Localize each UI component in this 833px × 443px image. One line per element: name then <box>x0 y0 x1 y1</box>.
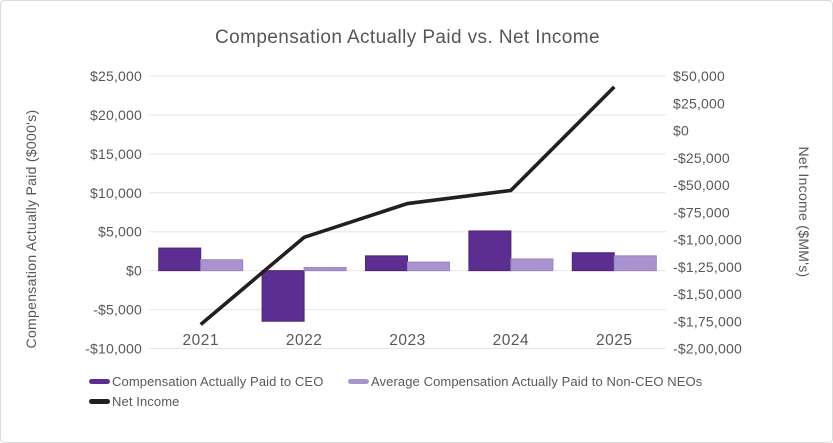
x-axis-label: 2022 <box>286 332 322 349</box>
legend-label-non-ceo: Average Compensation Actually Paid to No… <box>371 373 703 389</box>
legend-swatch-ceo <box>89 378 110 384</box>
right-axis-title: Net Income ($MM's) <box>796 146 812 278</box>
bar-2025-ceo <box>571 252 615 272</box>
left-axis-tick-label: $10,000 <box>90 185 142 201</box>
left-axis-tick-label: $5,000 <box>98 224 142 240</box>
legend-label-ceo: Compensation Actually Paid to CEO <box>112 373 324 389</box>
bar-2024-ceo <box>468 230 512 272</box>
left-axis-tick-label: $25,000 <box>90 68 142 84</box>
right-axis-tick-label: $0 <box>673 123 689 139</box>
x-axis-label: 2021 <box>182 332 218 349</box>
legend-swatch-net-income <box>89 398 110 404</box>
left-axis-tick-label: $20,000 <box>90 107 142 123</box>
legend-swatch-non-ceo <box>348 378 369 384</box>
legend-item-non-ceo: Average Compensation Actually Paid to No… <box>348 373 703 389</box>
bar-2021-ceo <box>158 247 202 272</box>
left-axis-tick-label: $0 <box>126 263 142 279</box>
legend-row: Compensation Actually Paid to CEO Averag… <box>1 373 832 389</box>
bar-2024-non-ceo <box>510 258 554 272</box>
right-axis-tick-label: -$1,75,000 <box>673 313 742 329</box>
right-axis-tick-label: $25,000 <box>673 95 725 111</box>
bar-2025-non-ceo <box>613 255 657 272</box>
bar-2022-ceo <box>261 270 305 322</box>
right-axis-tick-label: -$1,00,000 <box>673 232 742 248</box>
left-axis-tick-label: -$10,000 <box>85 341 142 357</box>
right-axis-tick-label: -$75,000 <box>673 204 730 220</box>
x-axis-label: 2024 <box>493 332 529 349</box>
right-axis-tick-label: -$50,000 <box>673 177 730 193</box>
left-axis-tick-label: -$5,000 <box>93 302 142 318</box>
legend-item-ceo: Compensation Actually Paid to CEO <box>89 373 324 389</box>
chart-title: Compensation Actually Paid vs. Net Incom… <box>215 27 600 48</box>
bar-2022-non-ceo <box>303 267 347 272</box>
left-axis-title: Compensation Actually Paid ($000's) <box>23 109 39 349</box>
right-axis-tick-label: -$2,00,000 <box>673 341 742 357</box>
bar-2023-ceo <box>365 255 408 272</box>
bar-2021-non-ceo <box>200 259 244 272</box>
left-axis-tick-label: $15,000 <box>90 146 142 162</box>
x-axis-label: 2025 <box>596 332 632 349</box>
net-income-line <box>199 85 616 326</box>
legend-label-net-income: Net Income <box>112 393 180 409</box>
legend-row: Net Income <box>1 393 832 409</box>
bar-2023-non-ceo <box>407 261 450 272</box>
right-axis-tick-label: -$25,000 <box>673 150 730 166</box>
x-axis-label: 2023 <box>389 332 425 349</box>
right-axis-tick-label: -$1,50,000 <box>673 286 742 302</box>
right-axis-tick-label: -$1,25,000 <box>673 259 742 275</box>
legend-item-net-income: Net Income <box>89 393 180 409</box>
right-axis-tick-label: $50,000 <box>673 68 725 84</box>
